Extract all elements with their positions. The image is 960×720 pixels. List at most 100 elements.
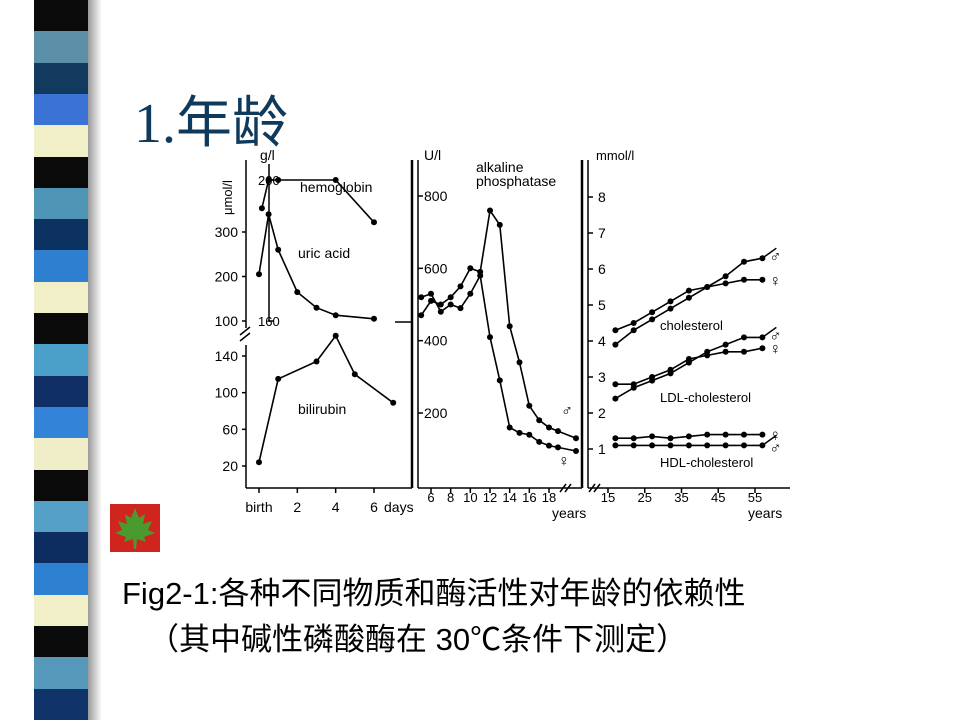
stripe-block <box>34 62 88 95</box>
x-tick-label: 10 <box>463 490 477 505</box>
y-tick-label: 100 <box>215 313 239 329</box>
hdl-cholesterol-point <box>741 442 747 449</box>
hemoglobin-point <box>332 177 339 183</box>
cholesterol-point <box>667 305 674 312</box>
alp-female-point <box>555 444 561 451</box>
cholesterol-point <box>741 258 747 265</box>
alp-female-point <box>526 431 533 438</box>
stripe-block <box>34 344 88 377</box>
alp-female-point <box>437 308 444 315</box>
cholesterol-symbol: ♀ <box>769 273 781 290</box>
uric-acid-point <box>294 289 301 296</box>
stripe-block <box>34 469 88 502</box>
ldl-cholesterol-symbol: ♂ <box>769 328 781 345</box>
stripe-block <box>34 657 88 690</box>
hemoglobin-point <box>265 177 272 183</box>
axis-break-mark <box>593 483 601 493</box>
uric-acid-point <box>265 211 272 218</box>
alp-male-point <box>467 265 474 272</box>
stripe-block <box>34 313 88 345</box>
axis-break-mark <box>564 483 572 493</box>
y-tick-label: 60 <box>222 421 238 437</box>
cholesterol-point <box>722 280 729 287</box>
decorative-stripe-bar <box>0 0 110 720</box>
cholesterol-point <box>667 298 674 305</box>
y-tick-label: 4 <box>598 333 606 349</box>
hdl-cholesterol-point <box>630 442 637 449</box>
y-tick-label: 6 <box>598 261 606 277</box>
stripe-shadow <box>88 0 102 720</box>
ldl-cholesterol-point <box>630 381 637 388</box>
cholesterol-point <box>685 287 692 294</box>
stripe-block <box>34 375 88 408</box>
y-tick-label: 200 <box>424 405 448 421</box>
x-unit-label: years <box>552 505 586 521</box>
ldl-cholesterol-point <box>741 348 747 355</box>
stripe-block <box>34 0 88 32</box>
slide-title: 1.年龄 <box>134 93 288 155</box>
alp-male-point <box>418 312 425 319</box>
alp-female-point <box>447 301 454 308</box>
x-tick-label: 6 <box>370 499 378 515</box>
x-tick-label: 45 <box>711 490 725 505</box>
series-label-hdl-cholesterol: HDL-cholesterol <box>660 455 753 470</box>
alp-male-point <box>506 323 513 330</box>
cholesterol-point <box>704 284 711 290</box>
bilirubin-point <box>351 371 358 378</box>
hdl-cholesterol-arrow <box>761 434 777 447</box>
series-label-ldl-cholesterol: LDL-cholesterol <box>660 390 751 405</box>
alp-female-point <box>516 429 523 436</box>
uric-acid-point <box>275 246 282 253</box>
ldl-cholesterol-point <box>759 345 766 352</box>
cholesterol-point <box>612 341 619 348</box>
bilirubin-point <box>390 399 397 406</box>
y-tick-label: 140 <box>215 348 239 364</box>
cholesterol-point <box>630 327 637 334</box>
alp-male-point <box>447 294 454 301</box>
alp-male-point <box>546 424 552 431</box>
stripe-block <box>34 688 88 720</box>
x-tick-label: 6 <box>427 490 434 505</box>
stripe-block <box>34 594 88 627</box>
series-label-uric-acid: uric acid <box>298 245 350 261</box>
cholesterol-point <box>741 276 747 283</box>
hdl-cholesterol-point <box>612 442 619 449</box>
series-label-cholesterol: cholesterol <box>660 318 723 333</box>
alp-female-point <box>506 424 513 431</box>
x-tick-label: birth <box>245 499 272 515</box>
hdl-cholesterol-point <box>704 431 711 438</box>
stripe-block <box>34 187 88 220</box>
uric-acid-point <box>332 312 339 319</box>
ldl-cholesterol-point <box>667 366 674 373</box>
alp-male-point <box>526 402 533 409</box>
stripe-block <box>34 438 88 471</box>
figure-caption: Fig2-1:各种不同物质和酶活性对年龄的依赖性 <box>122 576 746 611</box>
y-tick-label: 5 <box>598 297 606 313</box>
stripe-block <box>34 281 88 314</box>
stripe-block <box>34 626 88 658</box>
alp-female-symbol: ♀ <box>558 453 570 470</box>
alp-female-point <box>573 448 579 454</box>
uric-acid-point <box>313 304 320 311</box>
y-tick-label: 400 <box>424 333 448 349</box>
hemoglobin-point <box>275 177 282 183</box>
cholesterol-point <box>630 320 637 326</box>
uric-acid-point <box>256 271 262 278</box>
axis-break-mark <box>588 483 596 493</box>
chart-title-alkaline-phosphatase: alkaline phosphatase <box>476 159 556 189</box>
axis-break-mark <box>239 332 251 342</box>
y-tick-label: 300 <box>215 224 239 240</box>
series-label-hemoglobin: hemoglobin <box>300 179 372 195</box>
alp-male-point <box>428 297 434 304</box>
bilirubin-point <box>275 375 282 382</box>
uric-acid-line <box>258 213 375 320</box>
hdl-cholesterol-point <box>649 442 656 449</box>
hdl-cholesterol-point <box>722 431 729 438</box>
alp-female-point <box>536 438 543 445</box>
hdl-cholesterol-point <box>704 442 711 449</box>
series-label-bilirubin: bilirubin <box>298 401 346 417</box>
umol-axis-label: μmol/l <box>220 180 235 215</box>
cholesterol-point <box>649 316 656 323</box>
g-axis-label: g/l <box>260 147 275 163</box>
uric-acid-point <box>371 315 377 322</box>
